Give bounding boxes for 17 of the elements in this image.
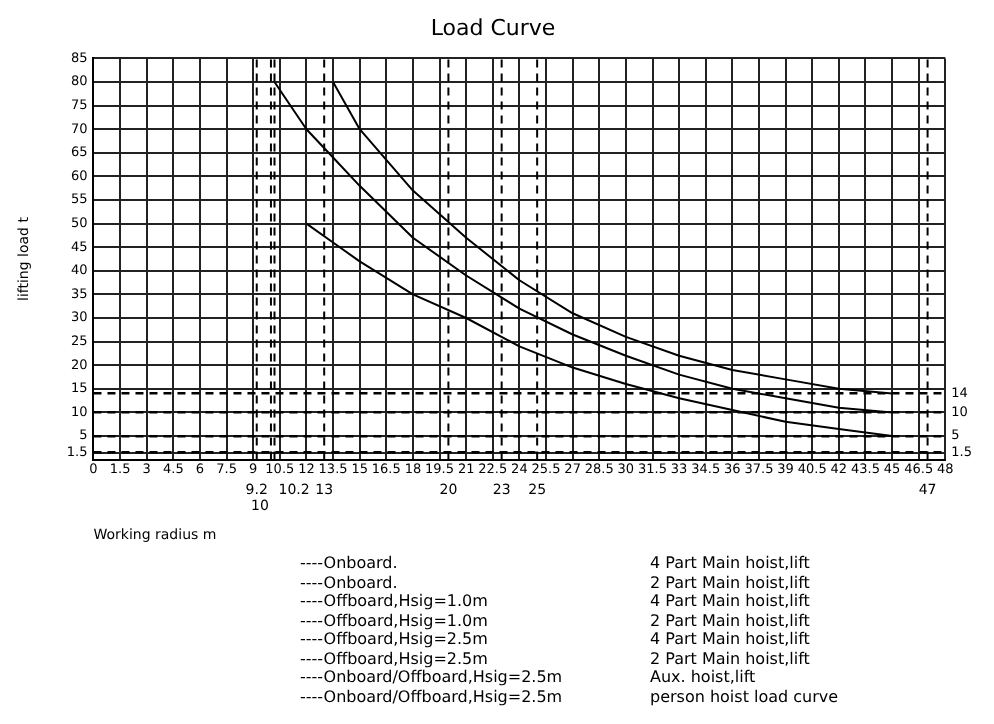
text: ----Offboard,Hsig=1.0m: [300, 611, 490, 630]
text: ----Onboard.: [300, 554, 400, 573]
text: 4 Part Main hoist,lift: [650, 554, 812, 573]
text: 4 Part Main hoist,lift: [650, 630, 812, 649]
text: Aux. hoist,lift: [650, 668, 758, 687]
text: ----Onboard/Offboard,Hsig=2.5m: [300, 668, 565, 687]
text: 2 Part Main hoist,lift: [650, 611, 812, 630]
text: ----Offboard,Hsig=1.0m: [300, 592, 490, 611]
text: 4 Part Main hoist,lift: [650, 592, 812, 611]
chart-title: Load Curve: [430, 14, 556, 41]
text: ----Offboard,Hsig=2.5m: [300, 649, 488, 668]
text: 2 Part Main hoist,lift: [650, 649, 812, 668]
text: person hoist load curve: [650, 687, 841, 706]
text: ----Onboard.: [300, 573, 400, 592]
text: 2 Part Main hoist,lift: [650, 573, 812, 592]
text: ----Onboard/Offboard,Hsig=2.5m: [300, 687, 565, 706]
text: ----Offboard,Hsig=2.5m: [300, 630, 490, 649]
